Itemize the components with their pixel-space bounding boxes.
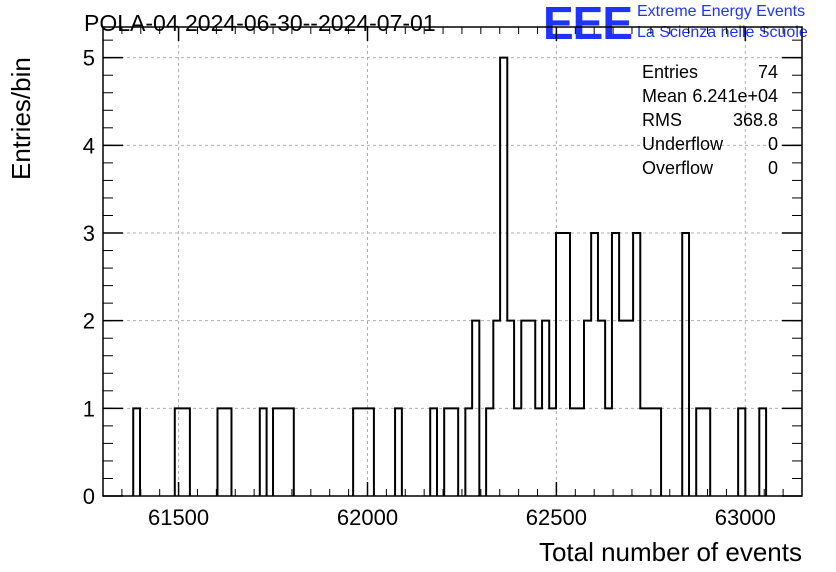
logo-tagline-1: Extreme Energy Events <box>637 3 806 20</box>
stats-key: Mean <box>642 86 688 106</box>
histogram-bin <box>500 58 507 496</box>
y-tick-label: 3 <box>83 221 95 246</box>
tick-labels: 0 1 2 3 4 5 61500 62000 62500 63000 <box>83 46 776 530</box>
x-axis-label: Total number of events <box>538 537 802 567</box>
histogram-bin <box>549 408 556 496</box>
chart-title: POLA-04 2024-06-30--2024-07-01 <box>84 10 436 36</box>
stats-row-underflow: Underflow 0 <box>642 132 780 156</box>
y-tick-label: 2 <box>83 309 95 334</box>
histogram-outline <box>132 56 768 496</box>
stats-row-rms: RMS 368.8 <box>642 108 780 132</box>
histogram-bin <box>514 408 521 496</box>
y-tick-label: 4 <box>83 133 95 158</box>
stats-key: Overflow <box>642 158 714 178</box>
histogram-bin <box>591 233 598 496</box>
stats-value: 74 <box>757 62 778 82</box>
histogram-bin <box>273 408 294 496</box>
histogram-bin <box>570 408 584 496</box>
y-tick-label: 0 <box>83 484 95 509</box>
eee-logo: EEE <box>543 0 633 49</box>
x-tick-label: 62000 <box>337 505 398 530</box>
histogram-bin <box>430 408 437 496</box>
stats-value: 368.8 <box>732 110 778 130</box>
x-tick-label: 63000 <box>715 505 776 530</box>
histogram-bin <box>260 408 267 496</box>
stats-row-entries: Entries 74 <box>642 60 780 84</box>
histogram-bin <box>612 233 619 496</box>
stats-key: Underflow <box>642 134 724 154</box>
x-tick-label: 62500 <box>526 505 587 530</box>
histogram-bin <box>556 233 570 496</box>
stats-key: RMS <box>642 110 682 130</box>
y-tick-label: 1 <box>83 396 95 421</box>
stats-value: 6.241e+04 <box>692 86 778 106</box>
stats-value: 0 <box>767 134 778 154</box>
histogram-bin <box>738 408 745 496</box>
y-tick-label: 5 <box>83 46 95 71</box>
histogram-bin <box>633 233 640 496</box>
logo-tagline-2: La Scienza nelle Scuole <box>637 24 808 41</box>
histogram-bin <box>640 408 661 496</box>
histogram-bin <box>444 408 458 496</box>
histogram-bin <box>217 408 231 496</box>
plot-frame <box>102 26 803 497</box>
histogram-bin <box>465 408 472 496</box>
histogram-bin <box>133 408 140 496</box>
stats-row-overflow: Overflow 0 <box>642 156 780 180</box>
stats-key: Entries <box>642 62 699 82</box>
histogram-bin <box>696 408 710 496</box>
histogram-bin <box>486 408 493 496</box>
stats-box: Entries 74 Mean 6.241e+04 RMS 368.8 Unde… <box>642 60 780 180</box>
histogram-bin <box>353 408 374 496</box>
stats-row-mean: Mean 6.241e+04 <box>642 84 780 108</box>
x-tick-label: 61500 <box>148 505 209 530</box>
histogram-bin <box>605 408 612 496</box>
stats-value: 0 <box>767 158 778 178</box>
histogram-bin <box>759 408 766 496</box>
histogram-bin <box>175 408 190 496</box>
histogram-bin <box>535 408 542 496</box>
histogram-bin <box>395 408 402 496</box>
histogram-bin <box>682 233 689 496</box>
